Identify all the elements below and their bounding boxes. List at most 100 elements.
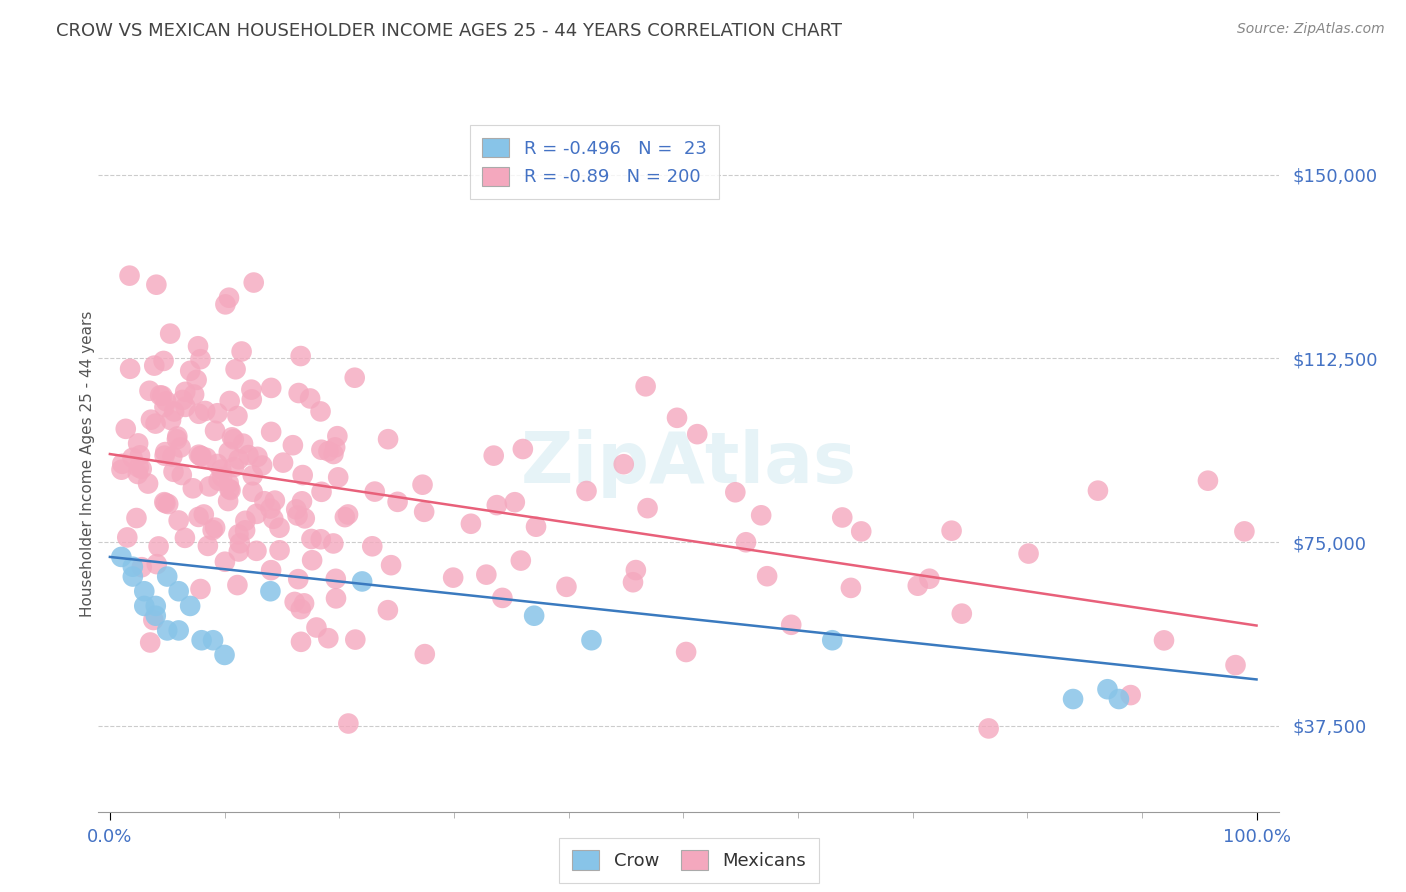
Point	[250, 458, 273, 473]
Point	[441, 571, 464, 585]
Point	[301, 532, 323, 546]
Point	[333, 510, 356, 524]
Point	[183, 387, 205, 401]
Point	[285, 502, 308, 516]
Point	[111, 457, 134, 471]
Point	[485, 498, 508, 512]
Point	[475, 567, 498, 582]
Point	[413, 647, 436, 661]
Point	[907, 579, 929, 593]
Point	[202, 633, 225, 648]
Point	[839, 581, 862, 595]
Point	[524, 519, 547, 533]
Point	[127, 436, 149, 450]
Point	[209, 462, 232, 476]
Point	[1153, 633, 1175, 648]
Point	[482, 449, 505, 463]
Point	[287, 386, 309, 401]
Point	[1062, 692, 1084, 706]
Point	[290, 602, 312, 616]
Point	[155, 496, 177, 510]
Point	[120, 361, 142, 376]
Point	[162, 450, 184, 464]
Point	[413, 505, 436, 519]
Point	[294, 511, 316, 525]
Point	[238, 448, 260, 462]
Point	[153, 400, 176, 414]
Point	[163, 404, 186, 418]
Point	[156, 569, 179, 583]
Point	[190, 633, 212, 648]
Point	[311, 484, 333, 499]
Point	[309, 533, 332, 547]
Text: CROW VS MEXICAN HOUSEHOLDER INCOME AGES 25 - 44 YEARS CORRELATION CHART: CROW VS MEXICAN HOUSEHOLDER INCOME AGES …	[56, 22, 842, 40]
Point	[207, 457, 229, 471]
Point	[218, 476, 240, 491]
Point	[208, 474, 231, 488]
Point	[169, 441, 191, 455]
Point	[242, 484, 264, 499]
Point	[198, 479, 221, 493]
Point	[207, 406, 229, 420]
Point	[1233, 524, 1256, 539]
Point	[114, 422, 136, 436]
Point	[110, 463, 132, 477]
Point	[142, 613, 165, 627]
Point	[232, 436, 254, 450]
Point	[977, 722, 1000, 736]
Point	[190, 582, 212, 596]
Point	[121, 559, 143, 574]
Point	[675, 645, 697, 659]
Point	[179, 364, 201, 378]
Point	[343, 370, 366, 384]
Point	[735, 535, 758, 549]
Point	[131, 462, 153, 476]
Point	[214, 297, 236, 311]
Point	[287, 508, 309, 523]
Point	[1018, 547, 1040, 561]
Point	[253, 494, 276, 508]
Point	[246, 450, 269, 464]
Point	[162, 465, 184, 479]
Point	[229, 536, 252, 550]
Point	[152, 354, 174, 368]
Point	[323, 441, 346, 455]
Point	[228, 452, 250, 467]
Point	[217, 494, 239, 508]
Point	[292, 596, 315, 610]
Point	[325, 591, 347, 606]
Point	[127, 467, 149, 481]
Point	[242, 468, 264, 483]
Point	[1119, 688, 1142, 702]
Point	[1097, 682, 1119, 697]
Point	[361, 539, 384, 553]
Point	[170, 468, 193, 483]
Point	[145, 417, 167, 431]
Point	[117, 530, 139, 544]
Point	[214, 555, 236, 569]
Point	[139, 635, 162, 649]
Point	[318, 444, 340, 458]
Point	[166, 433, 188, 447]
Point	[174, 531, 197, 545]
Point	[328, 470, 350, 484]
Point	[326, 429, 349, 443]
Point	[322, 536, 344, 550]
Point	[228, 544, 250, 558]
Point	[134, 584, 156, 599]
Point	[412, 477, 434, 491]
Point	[491, 591, 513, 605]
Point	[271, 456, 294, 470]
Point	[686, 427, 709, 442]
Point	[235, 514, 257, 528]
Point	[201, 523, 224, 537]
Point	[364, 484, 387, 499]
Point	[159, 326, 181, 341]
Y-axis label: Householder Income Ages 25 - 44 years: Householder Income Ages 25 - 44 years	[80, 310, 94, 617]
Point	[233, 524, 256, 538]
Point	[138, 384, 160, 398]
Point	[918, 572, 941, 586]
Point	[136, 476, 159, 491]
Point	[153, 449, 176, 463]
Point	[634, 379, 657, 393]
